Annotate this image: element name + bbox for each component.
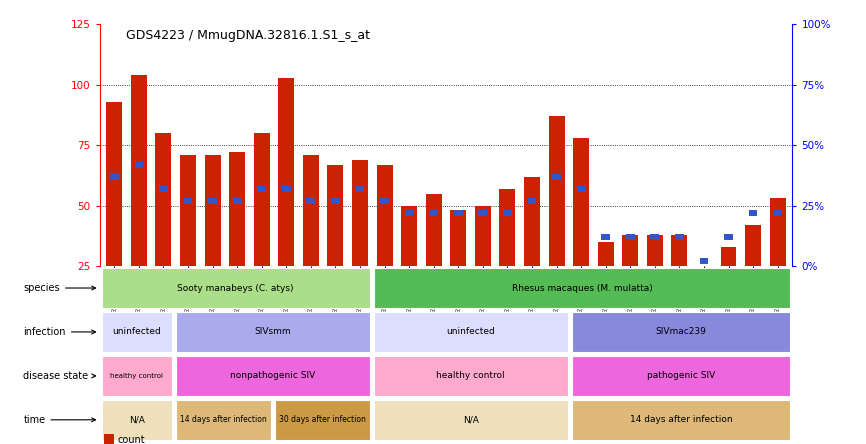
Text: disease state: disease state bbox=[23, 371, 95, 381]
Bar bbox=[184, 198, 192, 204]
Bar bbox=[572, 312, 791, 352]
Bar bbox=[254, 133, 269, 266]
Bar bbox=[176, 400, 271, 440]
Text: uninfected: uninfected bbox=[113, 327, 161, 337]
Text: pathogenic SIV: pathogenic SIV bbox=[647, 371, 715, 381]
Bar bbox=[156, 133, 171, 266]
Bar bbox=[572, 356, 791, 396]
Bar bbox=[282, 186, 291, 192]
Bar bbox=[404, 210, 414, 216]
Bar bbox=[233, 198, 242, 204]
Bar bbox=[548, 116, 565, 266]
Bar bbox=[721, 247, 736, 266]
Text: healthy control: healthy control bbox=[110, 373, 163, 379]
Bar bbox=[275, 400, 370, 440]
Bar bbox=[478, 210, 488, 216]
Bar bbox=[278, 78, 294, 266]
Bar bbox=[176, 312, 370, 352]
Bar bbox=[303, 155, 319, 266]
Text: count: count bbox=[118, 435, 145, 444]
Text: N/A: N/A bbox=[129, 415, 145, 424]
Text: GDS4223 / MmugDNA.32816.1.S1_s_at: GDS4223 / MmugDNA.32816.1.S1_s_at bbox=[126, 29, 370, 42]
Bar bbox=[696, 266, 712, 269]
Text: 14 days after infection: 14 days after infection bbox=[180, 415, 267, 424]
Bar bbox=[650, 234, 659, 240]
Bar bbox=[352, 160, 368, 266]
Bar bbox=[356, 186, 365, 192]
Bar bbox=[524, 177, 540, 266]
Bar bbox=[577, 186, 585, 192]
Bar bbox=[700, 258, 708, 264]
Text: healthy control: healthy control bbox=[436, 371, 505, 381]
Bar bbox=[770, 198, 785, 266]
Bar bbox=[671, 234, 688, 266]
Bar bbox=[572, 400, 791, 440]
Bar bbox=[307, 198, 315, 204]
Text: uninfected: uninfected bbox=[446, 327, 495, 337]
Bar bbox=[773, 210, 782, 216]
Bar bbox=[724, 234, 733, 240]
Bar bbox=[601, 234, 610, 240]
Bar bbox=[107, 102, 122, 266]
Text: N/A: N/A bbox=[462, 415, 479, 424]
Bar bbox=[101, 268, 370, 308]
Bar bbox=[623, 234, 638, 266]
Bar bbox=[204, 155, 221, 266]
Text: 14 days after infection: 14 days after infection bbox=[630, 415, 733, 424]
Text: SIVmac239: SIVmac239 bbox=[656, 327, 707, 337]
Bar bbox=[374, 312, 567, 352]
Bar bbox=[374, 268, 791, 308]
Bar bbox=[327, 165, 344, 266]
Text: Rhesus macaques (M. mulatta): Rhesus macaques (M. mulatta) bbox=[512, 284, 652, 293]
Text: nonpathogenic SIV: nonpathogenic SIV bbox=[230, 371, 315, 381]
Bar bbox=[159, 186, 168, 192]
Bar bbox=[527, 198, 536, 204]
Bar bbox=[573, 138, 589, 266]
Text: SIVsmm: SIVsmm bbox=[255, 327, 291, 337]
Bar bbox=[675, 234, 684, 240]
Bar bbox=[374, 356, 567, 396]
Text: species: species bbox=[23, 283, 95, 293]
Bar bbox=[229, 152, 245, 266]
Bar bbox=[553, 174, 561, 180]
Bar bbox=[475, 206, 491, 266]
Bar bbox=[180, 155, 196, 266]
Bar bbox=[134, 162, 143, 167]
Text: time: time bbox=[23, 415, 95, 425]
Bar bbox=[331, 198, 339, 204]
Bar bbox=[454, 210, 462, 216]
Bar bbox=[131, 75, 147, 266]
Bar bbox=[101, 400, 171, 440]
Bar bbox=[176, 356, 370, 396]
Bar bbox=[101, 312, 171, 352]
Text: 30 days after infection: 30 days after infection bbox=[279, 415, 365, 424]
Bar bbox=[208, 198, 217, 204]
Bar bbox=[745, 225, 761, 266]
Bar bbox=[377, 165, 392, 266]
Bar bbox=[401, 206, 417, 266]
Bar bbox=[749, 210, 758, 216]
Bar bbox=[110, 174, 119, 180]
Bar bbox=[500, 189, 515, 266]
Bar bbox=[101, 356, 171, 396]
Text: infection: infection bbox=[23, 327, 95, 337]
Bar bbox=[598, 242, 614, 266]
Bar bbox=[374, 400, 567, 440]
Text: Sooty manabeys (C. atys): Sooty manabeys (C. atys) bbox=[178, 284, 294, 293]
Bar bbox=[257, 186, 266, 192]
Bar bbox=[647, 234, 662, 266]
Bar bbox=[450, 210, 466, 266]
Bar bbox=[626, 234, 635, 240]
Bar bbox=[430, 210, 438, 216]
Bar bbox=[503, 210, 512, 216]
Bar bbox=[426, 194, 442, 266]
Bar bbox=[380, 198, 389, 204]
